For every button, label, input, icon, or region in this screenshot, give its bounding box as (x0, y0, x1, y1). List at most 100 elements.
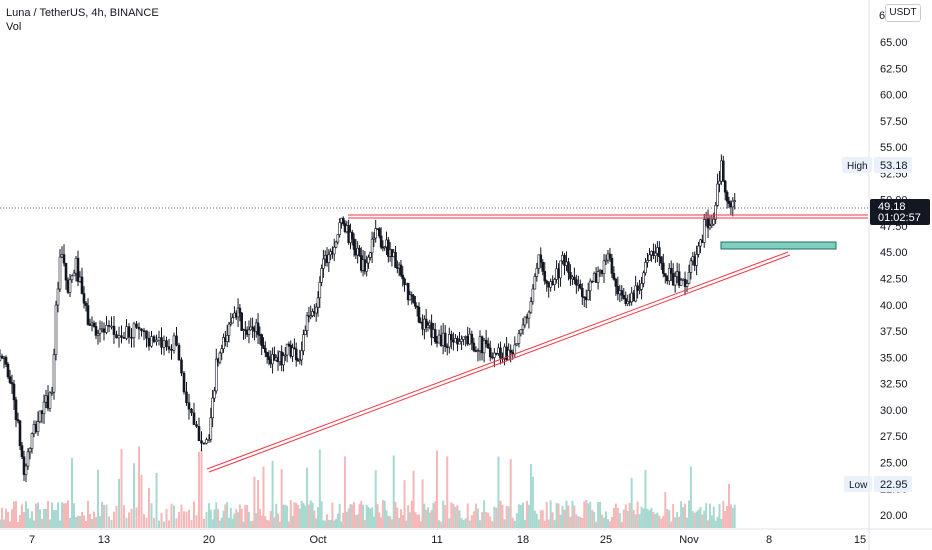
candle-body (334, 241, 338, 248)
candle-body (527, 311, 531, 319)
volume-bar (376, 504, 379, 528)
volume-bar (99, 516, 101, 528)
volume-bar (597, 502, 600, 528)
candle-body (338, 222, 341, 235)
volume-bar (460, 518, 463, 528)
candle-body (182, 372, 186, 393)
candle-body (125, 326, 128, 339)
trendline-upper[interactable] (206, 251, 789, 470)
volume-bar (340, 521, 343, 528)
volume-indicator-label[interactable]: Vol (6, 21, 22, 33)
support-zone-box[interactable] (720, 241, 837, 250)
volume-bar (217, 509, 220, 528)
low-marker: Low 22.95 (844, 476, 912, 492)
volume-bar (209, 509, 212, 528)
volume-bar (720, 518, 723, 528)
time-axis-labels: 7 13 20 Oct 11 18 25 Nov 8 15 (29, 534, 866, 546)
candle-body (472, 342, 476, 351)
candle-body (521, 324, 525, 330)
drawing-overlays[interactable] (0, 207, 868, 473)
volume-bar (47, 500, 49, 528)
volume-bar (601, 514, 604, 528)
volume-bar (575, 514, 578, 528)
candle-body (185, 391, 188, 404)
volume-bar (148, 487, 150, 528)
candle-body (303, 330, 307, 335)
volume-bar (428, 512, 431, 528)
symbol-title[interactable]: Luna / TetherUS, 4h, BINANCE (6, 7, 159, 19)
volume-bar (93, 511, 95, 528)
trendline-lower[interactable] (208, 254, 791, 473)
candle-body (218, 352, 222, 363)
candle-body (58, 256, 62, 290)
volume-bar (198, 451, 200, 528)
volume-bar (417, 514, 420, 528)
candle-body (610, 257, 614, 274)
volume-bar (519, 504, 522, 528)
volume-bar (563, 509, 566, 528)
volume-bar (583, 501, 586, 528)
volume-bar (474, 503, 477, 528)
candle-body (74, 257, 78, 274)
candle-body (365, 262, 368, 272)
candle-body (478, 336, 482, 351)
candle-body (92, 322, 96, 327)
volume-bar (27, 508, 29, 528)
volume-bar (87, 500, 89, 528)
candle-body (669, 268, 673, 274)
volume-bar (479, 520, 481, 528)
time-tick-label: 7 (29, 534, 35, 546)
volume-bar (7, 511, 9, 528)
volume-bar (135, 507, 138, 528)
volume-bar (412, 470, 415, 528)
candle-body (476, 350, 480, 352)
candle-body (28, 448, 32, 453)
volume-bar (240, 508, 243, 528)
volume-bar (13, 501, 15, 528)
volume-bar (481, 512, 484, 528)
candle-body (507, 349, 510, 360)
volume-bar (408, 512, 411, 528)
candle-body (84, 302, 88, 306)
candle-body (408, 294, 412, 301)
candle-body (332, 246, 336, 255)
volume-bar (320, 501, 323, 528)
candle-body (399, 264, 403, 276)
volume-bar (372, 516, 375, 528)
candle-body (298, 359, 302, 362)
current-price-value: 49.18 (878, 201, 906, 213)
volume-bar (634, 514, 637, 528)
volume-bar (77, 515, 79, 528)
volume-bar (267, 520, 270, 528)
candle-body (367, 257, 370, 264)
volume-bar (555, 502, 558, 528)
candle-body (503, 346, 506, 360)
volume-bar (173, 505, 175, 528)
candle-body (710, 223, 714, 226)
volume-bar (35, 503, 37, 528)
volume-bar (716, 516, 719, 528)
volume-bar (468, 520, 471, 528)
volume-bar (358, 504, 361, 528)
volume-bar (53, 510, 55, 528)
volume-bar (589, 501, 592, 528)
candle-body (260, 334, 263, 346)
volume-bar (145, 517, 148, 528)
price-tick-label: 55.00 (880, 142, 908, 154)
candle-body (435, 341, 439, 344)
volume-bar (503, 519, 506, 528)
candle-body (56, 288, 60, 306)
volume-bar (652, 511, 655, 528)
volume-bar (238, 504, 241, 528)
volume-bar (421, 479, 424, 528)
candle-body (197, 426, 201, 442)
volume-bar (251, 520, 254, 528)
low-label: Low (849, 480, 868, 491)
volume-bar (525, 500, 528, 528)
time-tick-label: 20 (203, 534, 215, 546)
currency-unit-badge[interactable]: USDT (885, 4, 921, 22)
volume-bar (289, 500, 292, 528)
volume-bar (438, 520, 441, 528)
candle-body (718, 180, 721, 185)
